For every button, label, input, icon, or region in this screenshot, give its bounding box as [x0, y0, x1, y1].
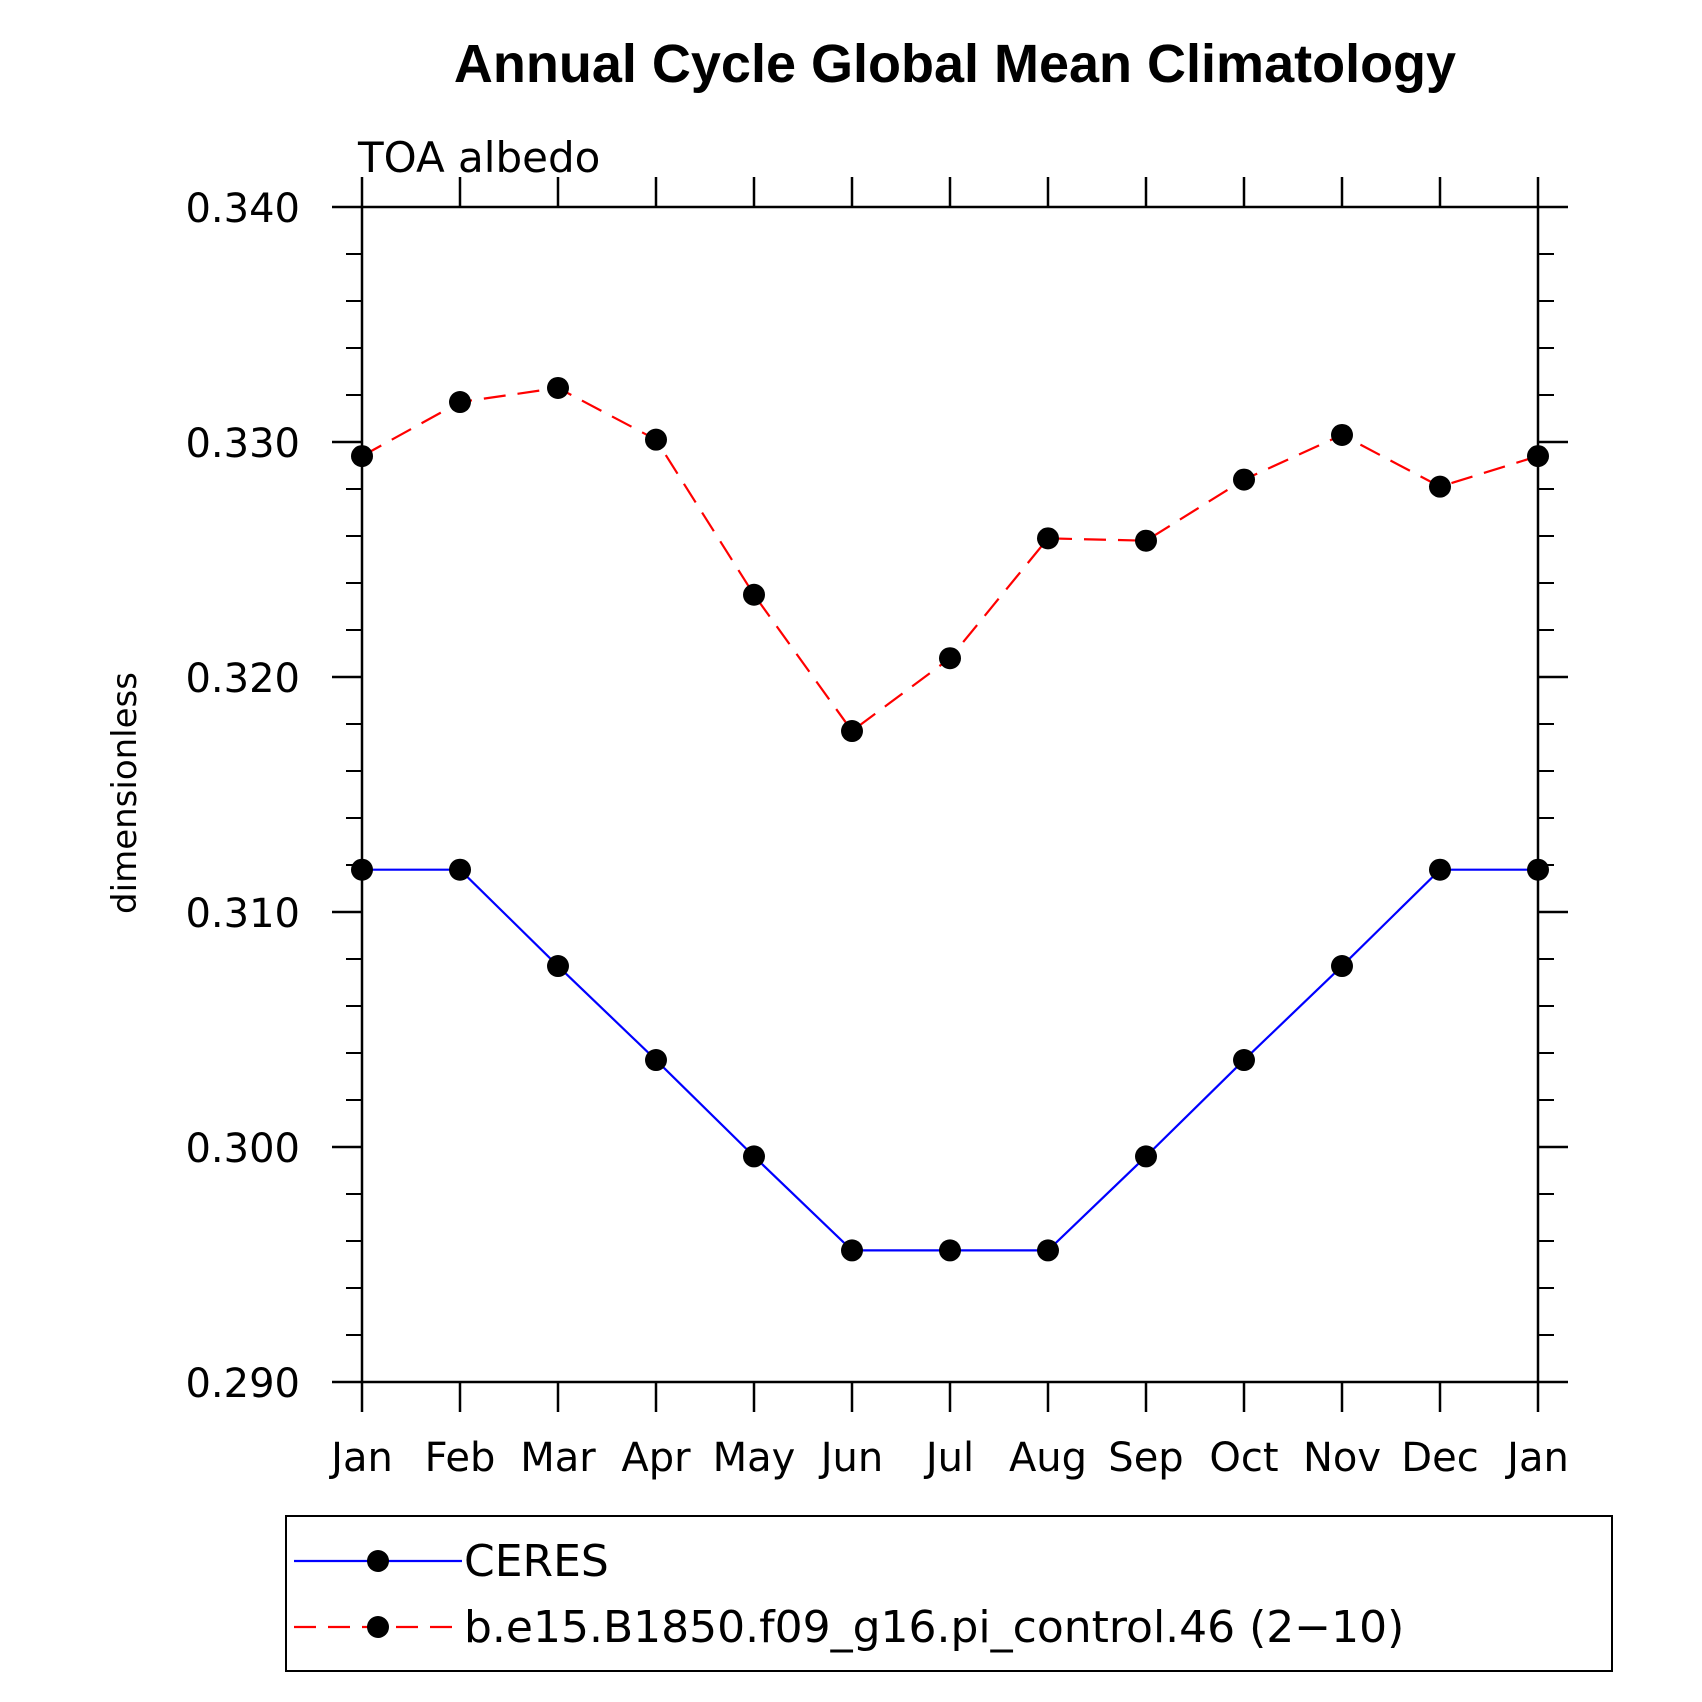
y-tick-label: 0.290: [185, 1361, 300, 1407]
x-tick-label: Aug: [1009, 1435, 1087, 1481]
x-tick-label: Jul: [923, 1435, 974, 1481]
data-point: [1331, 955, 1353, 978]
y-tick-label: 0.310: [185, 891, 300, 937]
x-tick-label: Dec: [1401, 1435, 1478, 1481]
data-point: [1233, 1049, 1255, 1072]
data-point: [449, 391, 471, 414]
data-point: [1429, 858, 1451, 881]
x-tick-label: Nov: [1303, 1435, 1381, 1481]
x-tick-label: May: [713, 1435, 796, 1481]
data-point: [449, 858, 471, 881]
data-point: [1135, 529, 1157, 552]
y-tick-label: 0.340: [185, 186, 300, 232]
data-point: [1037, 1239, 1059, 1262]
data-point: [841, 720, 863, 743]
y-tick-label: 0.330: [185, 421, 300, 467]
data-point: [1331, 423, 1353, 446]
series-group: [351, 376, 1549, 1262]
x-tick-label: Mar: [520, 1435, 596, 1481]
data-point: [645, 1049, 667, 1072]
x-tick-label: Sep: [1108, 1435, 1183, 1481]
chart-subtitle: TOA albedo: [357, 133, 600, 182]
data-point: [1037, 527, 1059, 550]
data-point: [351, 445, 373, 468]
data-point: [841, 1239, 863, 1262]
series-line-1: [361, 386, 1539, 733]
y-axis-label: dimensionless: [105, 672, 145, 914]
data-point: [1429, 475, 1451, 498]
data-point: [1527, 445, 1549, 468]
plot-frame: [360, 205, 1540, 1384]
data-point: [1233, 468, 1255, 491]
legend-label-ceres: CERES: [464, 1536, 609, 1587]
x-tick-label: Apr: [621, 1435, 691, 1481]
chart-title: Annual Cycle Global Mean Climatology: [454, 34, 1456, 94]
series-line-0: [362, 868, 1538, 1252]
legend-marker-model: [367, 1616, 389, 1638]
data-point: [939, 647, 961, 670]
x-tick-label: Feb: [425, 1435, 496, 1481]
legend: CERES b.e15.B1850.f09_g16.pi_control.46 …: [285, 1515, 1613, 1672]
y-tick-label: 0.320: [185, 656, 300, 702]
data-point: [743, 583, 765, 606]
legend-marker-ceres: [367, 1550, 389, 1572]
data-point: [1527, 858, 1549, 881]
x-tick-label: Jan: [1504, 1435, 1569, 1481]
data-point: [547, 376, 569, 399]
axes: 0.290 0.300 0.310 0.320 0.330 0.340 Jan Feb Mar A…: [185, 177, 1569, 1481]
x-tick-label: Oct: [1209, 1435, 1278, 1481]
x-tick-label: Jun: [818, 1435, 884, 1481]
legend-box: [285, 1515, 1613, 1672]
data-point: [939, 1239, 961, 1262]
data-point: [547, 955, 569, 978]
x-tick-label: Jan: [328, 1435, 393, 1481]
data-point: [645, 428, 667, 451]
y-tick-label: 0.300: [185, 1126, 300, 1172]
data-point: [743, 1145, 765, 1168]
legend-label-model: b.e15.B1850.f09_g16.pi_control.46 (2−10): [464, 1602, 1404, 1653]
data-point: [351, 858, 373, 881]
data-point: [1135, 1145, 1157, 1168]
